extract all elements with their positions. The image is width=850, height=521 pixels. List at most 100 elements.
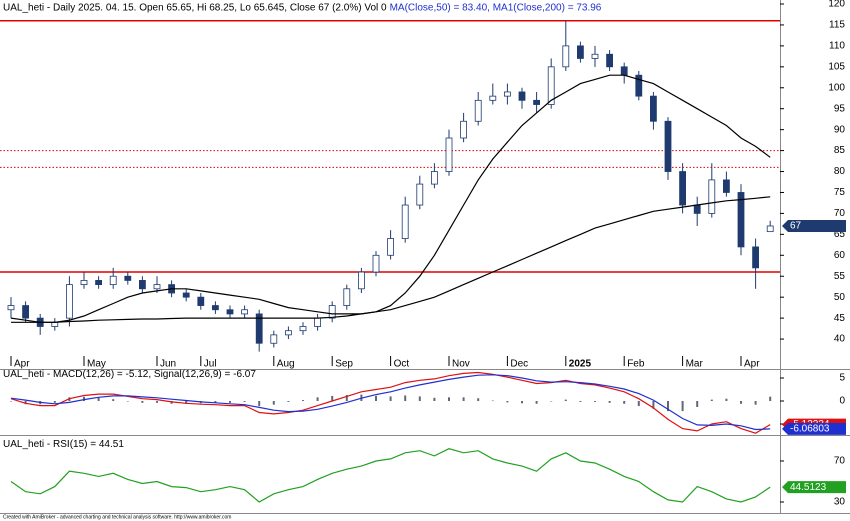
histogram-bar — [506, 401, 509, 403]
histogram-bar — [535, 401, 538, 404]
series-line — [10, 371, 771, 434]
candle-body — [766, 225, 774, 233]
y-tick-label: 55 — [834, 271, 846, 282]
histogram-bar — [24, 401, 27, 405]
candle-body — [430, 171, 438, 185]
y-tick-label: 80 — [834, 166, 846, 177]
candle-body — [124, 275, 132, 281]
histogram-bar — [623, 401, 626, 404]
y-tick-label: 115 — [829, 20, 845, 31]
last-price: 67 — [790, 221, 802, 232]
candle-body — [372, 254, 380, 273]
series-line — [11, 196, 771, 323]
y-tick-label: 105 — [828, 61, 845, 72]
candle-body — [22, 305, 30, 319]
histogram-bar — [491, 400, 494, 402]
y-tick-label: 100 — [828, 82, 845, 93]
candle-body — [314, 317, 322, 327]
y-tick-label: 5 — [839, 373, 845, 384]
candle-body — [211, 305, 219, 311]
candle-body — [474, 99, 482, 122]
candle-body — [693, 204, 701, 214]
candle-body — [95, 280, 102, 286]
candle-body — [328, 305, 336, 319]
histogram-bar — [769, 396, 772, 401]
histogram-bar — [389, 396, 392, 401]
candle-body — [547, 66, 555, 105]
histogram-bar — [126, 401, 129, 402]
x-tick-label: Nov — [452, 359, 470, 370]
histogram-bar — [696, 401, 699, 407]
candle-body — [503, 91, 511, 97]
candle-body — [226, 309, 234, 315]
series-line — [10, 374, 771, 431]
candle-body — [401, 204, 409, 239]
y-tick-label: 70 — [834, 208, 846, 219]
histogram-bar — [331, 395, 334, 401]
last-value-box — [782, 422, 846, 435]
x-tick-label: 2025 — [569, 359, 592, 370]
x-tick-label: Sep — [335, 359, 353, 370]
x-tick-label: Aug — [277, 359, 295, 370]
candle-body — [80, 280, 88, 286]
panel-title: UAL_heti - MACD(12,26) = -5.12, Signal(1… — [3, 369, 256, 380]
candle-body — [255, 313, 263, 344]
ma-label: MA(Close,50) = 83.40, MA1(Close,200) = 7… — [390, 3, 602, 14]
y-tick-label: 30 — [834, 497, 846, 508]
y-tick-label: 120 — [828, 0, 845, 10]
series-line — [10, 74, 771, 323]
histogram-bar — [375, 395, 377, 401]
footer: Created with AmiBroker - advanced charti… — [3, 514, 231, 520]
histogram-bar — [667, 401, 669, 412]
x-tick-label: Mar — [686, 359, 704, 370]
y-tick-label: 60 — [834, 250, 846, 261]
candle-body — [284, 330, 292, 336]
candle-body — [679, 171, 686, 206]
histogram-bar — [185, 401, 188, 404]
candle-body — [752, 246, 759, 269]
candle-body — [299, 326, 307, 332]
candle-body — [577, 45, 584, 59]
y-tick-label: 95 — [834, 103, 846, 114]
histogram-bar — [345, 395, 348, 401]
candle-body — [416, 183, 424, 206]
y-tick-label: 85 — [834, 145, 846, 156]
candle-body — [723, 179, 730, 193]
candle-body — [460, 120, 468, 139]
candle-body — [635, 74, 643, 97]
candle-body — [270, 334, 278, 344]
histogram-bar — [740, 401, 742, 404]
histogram-bar — [652, 401, 655, 409]
histogram-bar — [258, 401, 261, 407]
candle-body — [182, 292, 190, 298]
last-price-box — [782, 219, 846, 232]
x-tick-label: May — [87, 359, 106, 370]
panel-title: UAL_heti - RSI(15) = 44.51 — [3, 439, 124, 450]
histogram-bar — [53, 401, 56, 403]
y-tick-label: 65 — [834, 229, 846, 240]
candle-body — [533, 99, 540, 105]
candle-body — [66, 284, 73, 319]
candle-body — [7, 305, 15, 311]
candle-body — [591, 53, 599, 59]
y-tick-label: 75 — [834, 187, 846, 198]
y-tick-label: 40 — [834, 334, 846, 345]
x-tick-label: Dec — [510, 359, 528, 370]
histogram-bar — [243, 401, 246, 402]
histogram-bar — [272, 401, 275, 405]
candle-body — [357, 271, 365, 290]
y-tick-label: 0 — [839, 396, 845, 407]
candle-body — [197, 296, 205, 306]
histogram-bar — [10, 401, 12, 402]
x-tick-label: Jul — [204, 359, 217, 370]
histogram-bar — [433, 397, 436, 401]
histogram-bar — [97, 397, 100, 401]
candle-body — [737, 192, 745, 248]
histogram-bar — [287, 401, 290, 402]
candle-body — [606, 53, 613, 68]
candle-body — [343, 288, 351, 306]
histogram-bar — [156, 401, 158, 403]
candle-body — [518, 91, 526, 101]
